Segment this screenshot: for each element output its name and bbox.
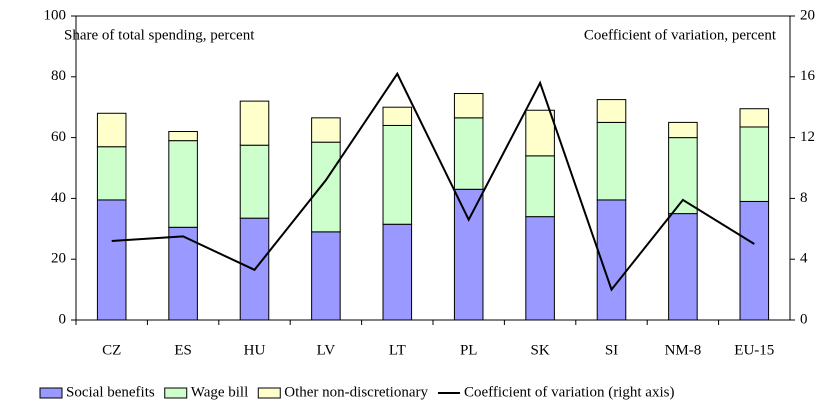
legend-label: Other non-discretionary	[284, 384, 428, 400]
y-axis-label: Share of total spending, percent	[64, 27, 255, 43]
bar-segment	[739, 108, 770, 128]
y-tick-label: 40	[51, 190, 66, 206]
bar-segment	[311, 117, 341, 143]
bar-segment	[668, 121, 698, 139]
bar-segment	[382, 223, 413, 321]
y-tick-label: 60	[51, 129, 66, 145]
y2-tick-label: 12	[800, 129, 815, 145]
y-tick-label: 100	[44, 7, 67, 23]
line	[111, 71, 755, 292]
bar-segment	[311, 141, 341, 233]
bar-segment	[96, 146, 127, 201]
legend-label: Social benefits	[66, 384, 155, 400]
x-tick-label: SI	[605, 342, 618, 358]
x-tick-label: PL	[460, 342, 478, 358]
bar-segment	[311, 231, 341, 321]
legend-swatch	[164, 387, 188, 399]
bar-segment	[739, 126, 770, 202]
bar-segment	[453, 117, 484, 190]
bar-segment	[168, 140, 198, 228]
bar-segment	[239, 144, 270, 219]
x-tick-label: LV	[317, 342, 336, 358]
y-tick-label: 20	[51, 251, 66, 267]
y2-tick-label: 0	[800, 311, 808, 327]
x-tick-label: NM-8	[665, 342, 702, 358]
bar-segment	[453, 93, 484, 119]
x-tick-label: HU	[244, 342, 266, 358]
bar-segment	[382, 106, 413, 126]
y2-tick-label: 20	[800, 7, 815, 23]
bar-segment	[382, 124, 413, 225]
bar-segment	[96, 112, 127, 148]
y2-axis-label: Coefficient of variation, percent	[584, 27, 777, 43]
bar-segment	[239, 100, 270, 146]
legend-swatch	[257, 387, 281, 399]
bar-segment	[453, 188, 484, 321]
bar-segment	[596, 121, 627, 201]
x-tick-label: ES	[174, 342, 192, 358]
bar-segment	[96, 199, 127, 321]
bar-segment	[525, 109, 555, 157]
legend-label: Coefficient of variation (right axis)	[464, 384, 675, 400]
legend-swatch	[39, 387, 63, 399]
bar-segment	[168, 226, 198, 321]
x-tick-label: SK	[531, 342, 550, 358]
bar-segment	[668, 213, 698, 321]
y2-tick-label: 8	[800, 190, 808, 206]
bar-segment	[525, 216, 555, 321]
bar-segment	[739, 200, 770, 321]
legend-label: Wage bill	[191, 384, 249, 400]
x-tick-label: CZ	[102, 342, 121, 358]
bar-segment	[525, 155, 555, 218]
x-tick-label: EU-15	[734, 342, 774, 358]
y-tick-label: 0	[59, 311, 67, 327]
y2-tick-label: 16	[800, 68, 816, 84]
x-tick-label: LT	[389, 342, 406, 358]
y2-tick-label: 4	[800, 251, 808, 267]
bar-segment	[168, 131, 198, 142]
bar-segment	[596, 99, 627, 123]
bar-segment	[668, 137, 698, 215]
y-tick-label: 80	[51, 68, 66, 84]
